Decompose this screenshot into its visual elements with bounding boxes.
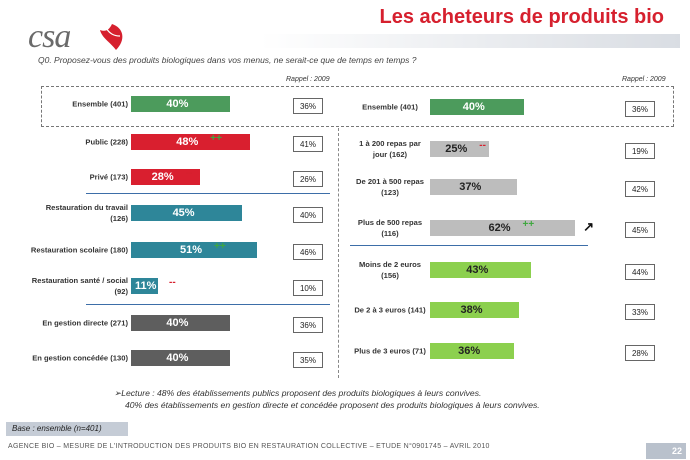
value-label: 43% (466, 264, 489, 276)
category-label: Plus de 500 repas (116) (357, 218, 423, 238)
separator-line (86, 304, 330, 305)
value-label: 25% (445, 143, 468, 155)
bar-mark: 37% (430, 179, 517, 195)
rappel-2009-value: 36% (293, 98, 323, 114)
bar-mark: 48% ++ (131, 133, 250, 150)
csa-logo: csa (28, 18, 148, 58)
value-label: 45% (172, 207, 195, 219)
rappel-2009-value: 45% (625, 222, 655, 238)
category-label: En gestion concédée (130) (32, 353, 128, 363)
category-label: De 2 à 3 euros (141) (354, 305, 426, 315)
bar-mark: 11% -- (131, 277, 176, 294)
category-label: Privé (173) (89, 172, 128, 182)
panel-divider (338, 128, 339, 378)
rappel-2009-value: 41% (293, 136, 323, 152)
rappel-2009-value: 26% (293, 171, 323, 187)
bar-mark: 36% (430, 343, 515, 359)
significance-marker: ++ (522, 219, 535, 230)
bar-mark: 62% ++ (430, 219, 576, 236)
category-label: Ensemble (401) (362, 102, 418, 112)
value-label: 48% (176, 136, 199, 148)
significance-marker: -- (185, 168, 193, 179)
rappel-2009-value: 42% (625, 181, 655, 197)
bar-mark: 38% (430, 302, 519, 318)
value-label: 28% (151, 171, 174, 183)
logo-leaf-icon (100, 24, 123, 50)
bar-mark: 51% ++ (131, 241, 257, 258)
significance-marker: ++ (210, 133, 222, 144)
lecture-bullet: ➢ (114, 388, 122, 398)
question-text: Q0. Proposez-vous des produits biologiqu… (38, 55, 417, 65)
bar-mark: 40% (131, 350, 230, 366)
rappel-2009-value: 40% (293, 207, 323, 223)
lecture-line-2: 40% des établissements en gestion direct… (125, 400, 540, 410)
rappel-left: Rappel : 2009 (286, 76, 330, 83)
category-label: Ensemble (401) (72, 99, 128, 109)
rappel-2009-value: 36% (625, 101, 655, 117)
rappel-right: Rappel : 2009 (622, 76, 666, 83)
category-label: 1 à 200 repas par jour (162) (359, 139, 421, 159)
value-label: 36% (458, 345, 481, 357)
category-label: De 201 à 500 repas (123) (356, 177, 424, 197)
separator-line (86, 193, 330, 194)
value-label: 40% (166, 352, 189, 364)
bar-mark: 43% (430, 262, 531, 278)
category-label: Restauration santé / social (92) (31, 276, 128, 296)
category-label: En gestion directe (271) (42, 318, 128, 328)
rappel-2009-value: 46% (293, 244, 323, 260)
rappel-2009-value: 28% (625, 345, 655, 361)
lecture-line-1: Lecture : 48% des établissements publics… (121, 388, 482, 398)
base-note: Base : ensemble (n=401) (6, 422, 128, 436)
rappel-2009-value: 19% (625, 143, 655, 159)
page-number: 22 (646, 443, 686, 459)
category-label: Public (228) (85, 137, 128, 147)
bar-mark: 40% (131, 96, 230, 112)
lecture-note: ➢Lecture : 48% des établissements public… (114, 387, 540, 411)
value-label: 11% (135, 280, 157, 292)
value-label: 37% (459, 181, 482, 193)
bar-mark: 40% (430, 99, 524, 115)
value-label: 62% (488, 222, 511, 234)
rappel-2009-value: 35% (293, 352, 323, 368)
significance-marker: -- (479, 140, 486, 151)
significance-marker: ++ (213, 241, 226, 252)
category-label: Plus de 3 euros (71) (354, 346, 426, 356)
rappel-2009-value: 44% (625, 264, 655, 280)
category-label: Moins de 2 euros (156) (358, 260, 422, 280)
bar-mark: 28% -- (131, 168, 201, 185)
significance-marker: -- (169, 277, 176, 288)
rappel-2009-value: 36% (293, 317, 323, 333)
bar-mark: 40% (131, 315, 230, 331)
value-label: 40% (462, 101, 485, 113)
value-label: 51% (179, 244, 203, 256)
separator-line (350, 245, 588, 246)
category-label: Restauration du travail (126) (45, 203, 128, 223)
category-label: Restauration scolaire (180) (30, 245, 128, 255)
value-label: 38% (460, 304, 483, 316)
value-label: 40% (166, 98, 189, 110)
trend-arrow-icon: ↗ (583, 219, 594, 234)
page-title: Les acheteurs de produits bio (379, 6, 664, 28)
value-label: 40% (166, 317, 189, 329)
ensemble-highlight-box (41, 86, 674, 127)
title-band (260, 34, 680, 48)
logo-text: csa (28, 18, 71, 55)
bar-mark: 45% (131, 205, 243, 221)
rappel-2009-value: 10% (293, 280, 323, 296)
footer-text: AGENCE BIO – MESURE DE L'INTRODUCTION DE… (8, 443, 490, 450)
bar-mark: 25% -- (430, 140, 489, 157)
rappel-2009-value: 33% (625, 304, 655, 320)
